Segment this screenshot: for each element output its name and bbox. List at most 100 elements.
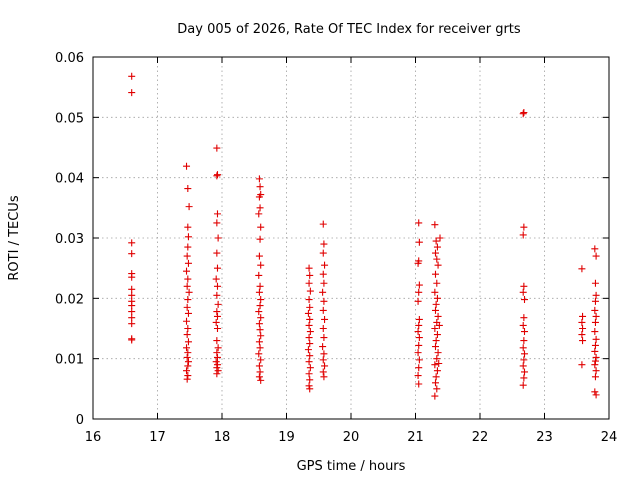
data-point [431,343,439,351]
data-point [433,331,441,339]
data-point [434,349,442,357]
y-tick-label: 0 [76,413,84,428]
data-point [306,303,314,311]
data-point [255,373,263,381]
data-point [255,210,263,218]
data-point [519,381,527,389]
data-point [128,250,136,258]
data-point [184,243,192,251]
data-point [255,350,263,358]
data-point [257,261,265,269]
data-point [255,175,263,183]
data-point [213,219,221,227]
data-point [591,306,599,314]
data-point [414,259,422,267]
data-point [592,391,600,399]
data-point [128,320,136,328]
data-point [184,362,192,370]
data-point [128,291,136,299]
data-point [213,361,221,369]
data-point [214,367,222,375]
data-point [128,285,136,293]
data-point [592,335,600,343]
data-point [304,309,312,317]
data-point [128,336,136,344]
data-point [432,300,440,308]
x-tick-label: 20 [343,430,360,445]
data-point [414,372,422,380]
data-point [306,376,314,384]
data-point [433,385,441,393]
data-point [414,349,422,357]
data-point [520,356,528,364]
data-point [520,282,528,290]
data-point [431,361,439,369]
data-point [414,297,422,305]
data-point [255,308,263,316]
data-point [213,291,221,299]
data-point [415,315,423,323]
data-point [213,249,221,257]
grid-lines [93,57,609,419]
data-point [434,312,442,320]
data-point [321,362,329,370]
data-point [435,321,443,329]
x-tick-label: 24 [601,430,618,445]
data-point [431,325,439,332]
data-point [591,318,599,326]
data-point [519,362,527,370]
data-point [432,337,440,345]
y-tick-labels: 0 0.01 0.02 0.03 0.04 0.05 0.06 [55,51,84,428]
x-axis-label: GPS time / hours [297,459,406,474]
data-point [414,328,422,336]
data-point [255,338,263,346]
data-point [213,264,221,272]
data-point [306,271,314,279]
data-point [431,270,439,278]
data-point [184,349,192,357]
data-point [321,261,329,269]
data-point [183,331,191,339]
data-point [519,231,527,239]
data-point [256,183,264,191]
data-point [432,373,440,381]
data-point [519,288,527,296]
data-point [213,337,221,345]
data-point [319,249,327,257]
data-point [184,358,192,366]
data-point [579,312,587,320]
x-tick-label: 22 [472,430,489,445]
data-point [213,282,221,290]
data-point [320,240,328,248]
data-point [306,352,314,360]
data-point [320,373,328,381]
data-point [184,338,192,346]
data-point [184,372,192,380]
data-point [431,249,439,257]
data-point [183,344,191,352]
y-tick-label: 0.04 [55,172,84,187]
data-point [184,185,192,193]
data-point [431,392,439,400]
data-points [128,72,600,400]
data-point [415,321,423,329]
data-point [184,296,192,304]
data-point [255,193,263,201]
y-tick-label: 0.05 [55,111,84,126]
data-point [305,370,313,378]
data-point [433,279,441,287]
data-point [592,353,600,361]
data-point [213,325,221,332]
data-point [320,350,328,358]
data-point [306,328,314,336]
data-point [128,239,136,247]
x-tick-label: 19 [278,430,295,445]
data-point [213,370,221,378]
data-point [255,288,263,296]
data-point [184,233,192,241]
data-point [305,264,313,272]
data-point [319,368,327,376]
data-point [185,203,193,211]
x-tick-labels: 16 17 18 19 20 21 22 23 24 [85,430,618,445]
data-point [592,312,600,320]
